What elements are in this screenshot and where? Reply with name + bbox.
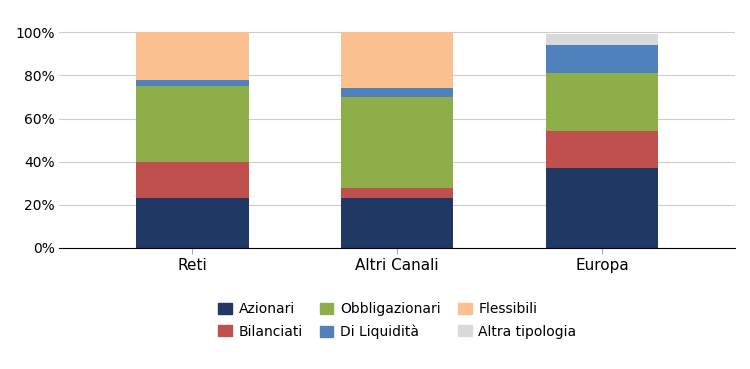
Bar (341, 32, 454, 88)
Bar (341, 199, 454, 248)
Bar (545, 73, 658, 131)
Bar (545, 131, 658, 168)
Bar (136, 199, 249, 248)
Bar (136, 32, 249, 80)
Bar (136, 162, 249, 199)
Bar (545, 45, 658, 73)
Bar (545, 168, 658, 248)
Bar (341, 88, 454, 97)
Bar (341, 97, 454, 187)
Bar (545, 34, 658, 45)
Legend: Azionari, Bilanciati, Obbligazionari, Di Liquidità, Flessibili, Altra tipologia: Azionari, Bilanciati, Obbligazionari, Di… (212, 297, 582, 345)
Bar (136, 80, 249, 86)
Bar (341, 187, 454, 199)
Bar (136, 86, 249, 162)
